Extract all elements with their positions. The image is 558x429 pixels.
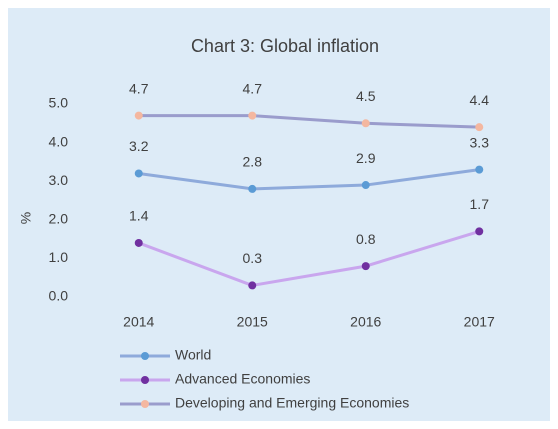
legend-marker (141, 376, 149, 384)
data-label: 1.7 (470, 196, 490, 212)
y-tick-label: 3.0 (49, 172, 69, 188)
x-tick-label: 2017 (464, 314, 495, 330)
data-label: 2.9 (356, 150, 376, 166)
y-axis-label: % (18, 212, 34, 224)
data-point (248, 184, 257, 193)
data-label: 4.5 (356, 88, 376, 104)
data-point (475, 227, 484, 236)
y-tick-label: 5.0 (49, 95, 69, 111)
data-label: 3.3 (470, 134, 490, 150)
legend-marker (141, 400, 149, 408)
chart-title: Chart 3: Global inflation (191, 36, 379, 56)
data-point (361, 181, 370, 190)
data-label: 4.7 (129, 80, 149, 96)
data-point (475, 123, 484, 132)
chart-background (8, 8, 550, 421)
series-line (138, 229, 480, 287)
data-point (361, 262, 370, 271)
legend-marker (141, 352, 149, 360)
data-point (134, 111, 143, 120)
legend-label: World (175, 347, 211, 363)
data-point (475, 165, 484, 174)
legend-label: Developing and Emerging Economies (175, 395, 409, 411)
y-tick-label: 2.0 (49, 211, 69, 227)
x-tick-label: 2014 (123, 314, 154, 330)
y-tick-label: 0.0 (49, 288, 69, 304)
data-point (248, 281, 257, 290)
y-tick-label: 4.0 (49, 133, 69, 149)
series-line (138, 168, 480, 191)
series-line (138, 114, 480, 129)
data-point (134, 238, 143, 247)
data-point (361, 119, 370, 128)
x-tick-label: 2015 (237, 314, 268, 330)
data-label: 2.8 (243, 154, 263, 170)
data-point (134, 169, 143, 178)
data-label: 4.4 (470, 92, 490, 108)
data-label: 1.4 (129, 208, 149, 224)
data-label: 3.2 (129, 138, 149, 154)
y-tick-label: 1.0 (49, 249, 69, 265)
data-label: 4.7 (243, 80, 263, 96)
data-label: 0.3 (243, 250, 263, 266)
x-tick-label: 2016 (350, 314, 381, 330)
data-point (248, 111, 257, 120)
legend-label: Advanced Economies (175, 371, 310, 387)
data-label: 0.8 (356, 231, 376, 247)
